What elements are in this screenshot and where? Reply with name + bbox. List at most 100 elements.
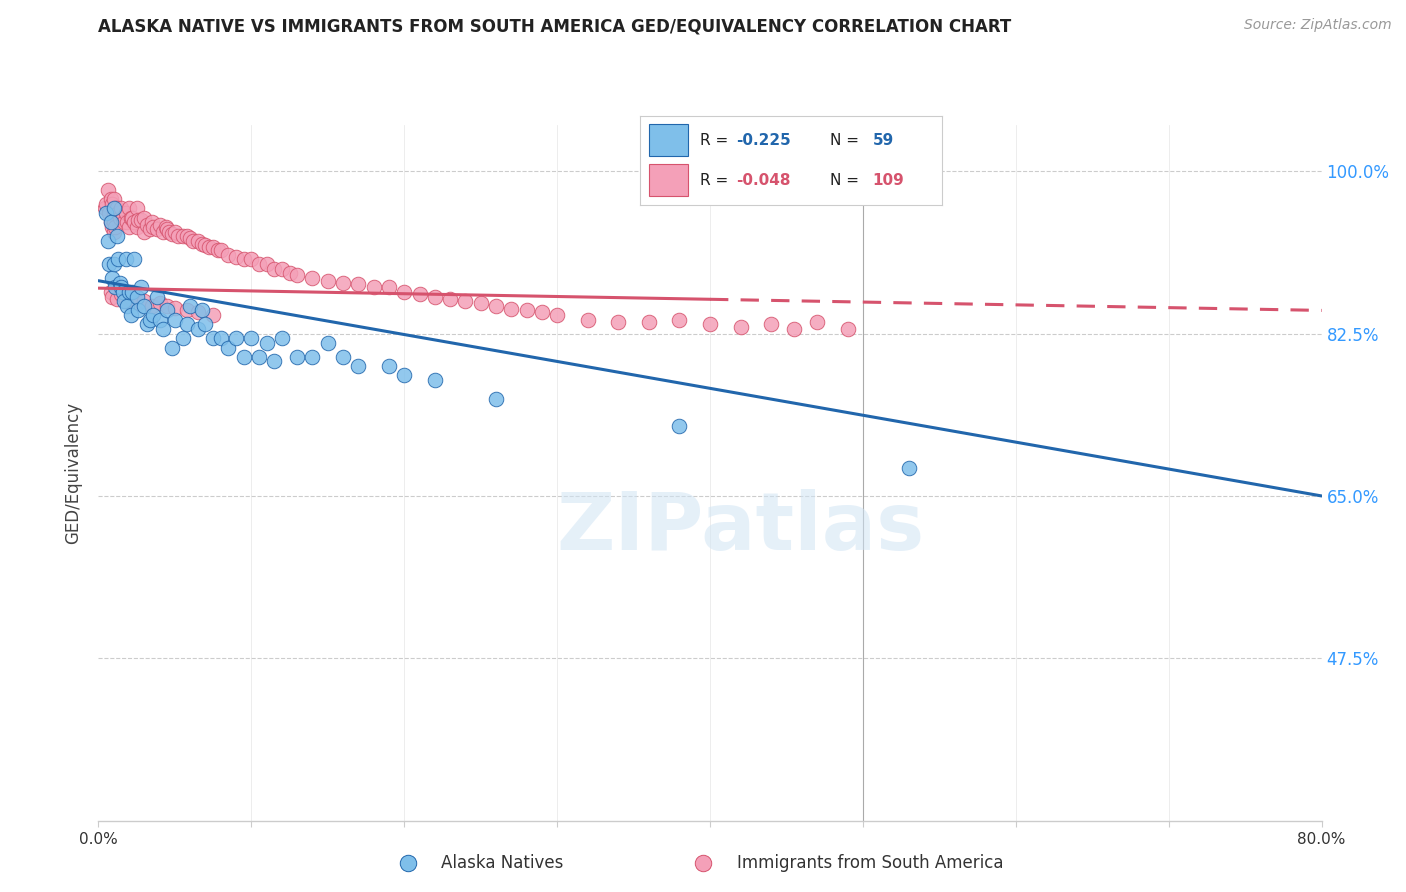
Point — [240, 252, 263, 267]
Point — [142, 219, 165, 234]
Point — [247, 257, 270, 271]
Point — [118, 202, 141, 216]
Point — [263, 354, 285, 368]
Point — [103, 225, 125, 239]
Point — [730, 320, 752, 334]
Point — [104, 202, 127, 216]
Point — [127, 212, 149, 227]
Point — [105, 202, 128, 216]
Point — [176, 303, 198, 318]
Text: Alaska Natives: Alaska Natives — [441, 854, 564, 872]
Point — [100, 192, 122, 206]
Point — [332, 276, 354, 290]
Point — [152, 322, 174, 336]
Point — [179, 299, 201, 313]
Point — [136, 318, 159, 332]
Point — [392, 285, 416, 299]
Point — [530, 305, 553, 319]
Point — [122, 215, 145, 229]
Point — [108, 276, 131, 290]
Text: R =: R = — [700, 173, 728, 187]
Point — [97, 183, 120, 197]
Point — [115, 294, 138, 309]
Point — [197, 240, 219, 254]
Text: -0.048: -0.048 — [737, 173, 792, 187]
Point — [332, 350, 354, 364]
Point — [94, 206, 117, 220]
Point — [783, 322, 806, 336]
Point — [122, 252, 145, 267]
Point — [270, 261, 292, 276]
Point — [179, 231, 201, 245]
Point — [157, 225, 180, 239]
Point — [316, 274, 339, 288]
Point — [134, 294, 156, 309]
Point — [897, 461, 920, 475]
Point — [110, 202, 132, 216]
Point — [240, 331, 263, 345]
Point — [110, 280, 132, 294]
Point — [142, 308, 165, 322]
Point — [172, 331, 194, 345]
Point — [105, 229, 128, 244]
Point — [285, 268, 308, 282]
Point — [98, 206, 121, 220]
Point — [516, 303, 538, 318]
Point — [112, 215, 135, 229]
Point — [194, 238, 217, 252]
Point — [699, 318, 721, 332]
Point — [129, 280, 152, 294]
Text: ALASKA NATIVE VS IMMIGRANTS FROM SOUTH AMERICA GED/EQUIVALENCY CORRELATION CHART: ALASKA NATIVE VS IMMIGRANTS FROM SOUTH A… — [98, 18, 1012, 36]
Point — [118, 285, 141, 299]
Point — [301, 350, 323, 364]
Point — [129, 212, 152, 227]
Point — [156, 221, 179, 235]
Point — [202, 308, 225, 322]
Bar — [648, 124, 688, 156]
Point — [202, 240, 225, 254]
Point — [101, 219, 124, 234]
Point — [172, 229, 194, 244]
Text: ZIPatlas: ZIPatlas — [557, 490, 925, 567]
Point — [111, 211, 134, 225]
Point — [107, 252, 129, 267]
Point — [396, 856, 419, 871]
Point — [423, 373, 446, 387]
Point — [485, 392, 508, 406]
Text: 109: 109 — [873, 173, 904, 187]
Point — [127, 296, 149, 310]
Point — [278, 266, 301, 280]
Point — [225, 250, 247, 264]
Point — [181, 234, 204, 248]
Point — [108, 211, 131, 225]
Point — [125, 289, 148, 303]
Point — [101, 271, 124, 285]
Point — [120, 308, 142, 322]
Bar — [648, 164, 688, 196]
Point — [156, 299, 179, 313]
Point — [117, 299, 139, 313]
Point — [112, 294, 135, 309]
Point — [136, 218, 159, 232]
Point — [160, 227, 183, 242]
Point — [115, 206, 138, 220]
Point — [176, 318, 198, 332]
Point — [134, 299, 156, 313]
Point — [163, 225, 186, 239]
Point — [93, 202, 115, 216]
Point — [256, 335, 278, 350]
Point — [217, 248, 239, 262]
Point — [121, 285, 143, 299]
Point — [256, 257, 278, 271]
Y-axis label: GED/Equivalency: GED/Equivalency — [65, 401, 83, 544]
Point — [134, 211, 156, 225]
Point — [163, 312, 186, 326]
Point — [232, 350, 254, 364]
Point — [97, 234, 120, 248]
Point — [107, 206, 129, 220]
Point — [104, 280, 127, 294]
Point — [120, 211, 142, 225]
Point — [160, 341, 183, 355]
Point — [501, 301, 523, 316]
Point — [209, 331, 232, 345]
